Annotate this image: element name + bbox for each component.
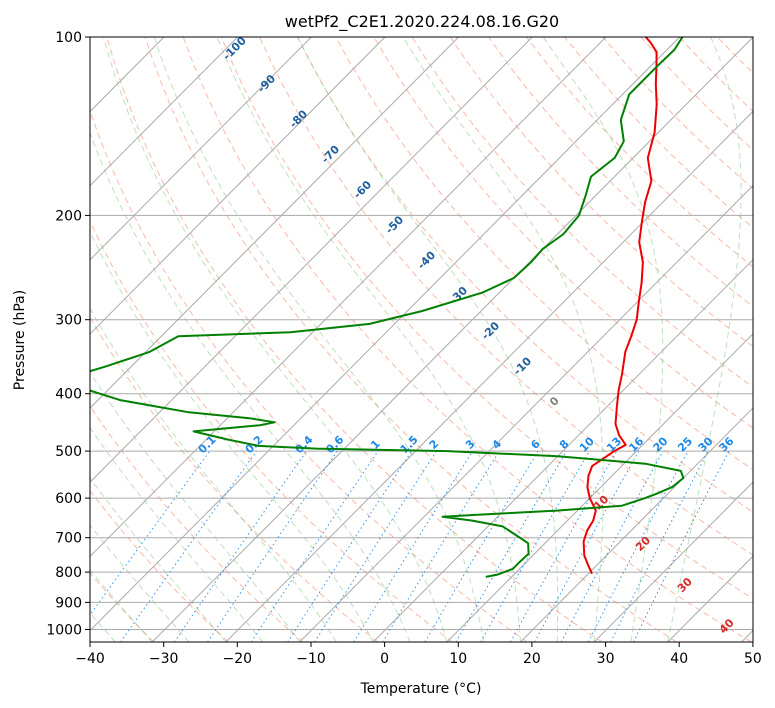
moist-adiabat — [90, 131, 411, 642]
mixing-ratio-line — [173, 450, 307, 642]
dewpoint-trace — [90, 37, 685, 578]
mixing-ratio-line — [534, 450, 640, 642]
moist-adiabat — [90, 524, 190, 642]
isotherm-line — [90, 37, 239, 187]
isotherm-line — [90, 37, 533, 483]
moist-adiabat — [402, 37, 604, 642]
dry-adiabat — [411, 37, 753, 388]
isotherm-line — [90, 37, 459, 409]
sounding-traces — [90, 37, 685, 578]
mixing-ratio-line — [120, 450, 258, 642]
mixing-ratio-line — [314, 450, 437, 642]
background-lines — [90, 37, 753, 642]
dry-adiabat — [90, 220, 453, 642]
y-tick-label: 500 — [55, 444, 82, 460]
y-tick-label: 600 — [55, 491, 82, 507]
y-tick-label: 900 — [55, 595, 82, 611]
dry-adiabat — [90, 316, 379, 642]
temperature-trace — [582, 37, 658, 575]
moist-adiabat — [667, 37, 742, 642]
isotherm-line — [90, 37, 680, 632]
x-tick-label: −10 — [296, 651, 326, 667]
dry-adiabat — [297, 37, 753, 513]
dry-adiabat — [259, 37, 753, 556]
x-axis: −40 −30 −20 −10 0 10 20 30 40 50 — [75, 642, 762, 667]
moist-adiabat — [90, 568, 153, 642]
dry-adiabat — [106, 37, 603, 642]
y-tick-label: 300 — [55, 313, 82, 329]
moist-adiabat — [153, 37, 485, 642]
isotherm-line — [90, 37, 386, 335]
x-tick-label: 20 — [523, 651, 541, 667]
dry-adiabat — [90, 489, 229, 642]
dry-adiabat — [449, 37, 753, 348]
mixing-ratio-line — [455, 450, 568, 642]
plot-area: -100-90-80-70-60-50-40-30-20-10010203040… — [89, 36, 754, 643]
x-tick-label: 30 — [597, 651, 615, 667]
y-tick-label: 700 — [55, 531, 82, 547]
mixing-ratio-line — [382, 450, 500, 642]
x-tick-label: −40 — [75, 651, 105, 667]
isotherm-line — [446, 333, 753, 642]
moist-adiabat — [90, 307, 337, 642]
dry-adiabat — [220, 37, 753, 600]
isotherm-line — [299, 184, 753, 642]
dry-adiabat — [144, 37, 677, 642]
dry-adiabat — [90, 405, 304, 642]
y-tick-label: 200 — [55, 208, 82, 224]
y-tick-label: 1000 — [46, 623, 82, 639]
y-tick-label: 100 — [55, 30, 82, 46]
isotherm-line — [372, 258, 753, 642]
x-tick-label: 40 — [670, 651, 688, 667]
moist-adiabat — [542, 37, 664, 642]
x-tick-label: −20 — [223, 651, 253, 667]
mixing-ratio-line — [207, 450, 338, 642]
mixing-ratio-line — [424, 450, 539, 642]
isotherm-line — [90, 37, 607, 558]
y-axis: 100 200 300 400 500 600 700 800 900 1000 — [46, 30, 90, 639]
isotherm-line — [225, 110, 753, 642]
isotherm-line — [90, 37, 312, 261]
y-tick-label: 400 — [55, 387, 82, 403]
moist-adiabat — [297, 37, 559, 642]
y-tick-label: 800 — [55, 565, 82, 581]
plot-frame — [89, 36, 754, 643]
x-tick-label: 0 — [380, 651, 389, 667]
dry-adiabat — [335, 37, 753, 471]
y-axis-label: Pressure (hPa) — [12, 290, 28, 390]
x-tick-label: 10 — [449, 651, 467, 667]
mixing-ratio-line — [287, 450, 413, 642]
moist-adiabat — [216, 37, 521, 642]
mixing-ratio-line — [353, 450, 474, 642]
dry-adiabat — [373, 37, 753, 429]
moist-adiabat — [90, 426, 264, 642]
x-axis-label: Temperature (°C) — [360, 681, 482, 697]
mixing-ratio-line — [560, 450, 664, 642]
moist-adiabat — [90, 230, 374, 642]
mixing-ratio-line — [250, 450, 379, 642]
x-tick-label: −30 — [149, 651, 179, 667]
chart-title: wetPf2_C2E1.2020.224.08.16.G20 — [285, 12, 559, 32]
moist-adiabat — [90, 477, 227, 642]
isotherm-line — [593, 481, 753, 642]
isotherm-line — [520, 407, 753, 642]
dry-adiabat — [90, 109, 528, 642]
mixing-ratio-line — [633, 450, 730, 642]
x-tick-label: 50 — [744, 651, 762, 667]
